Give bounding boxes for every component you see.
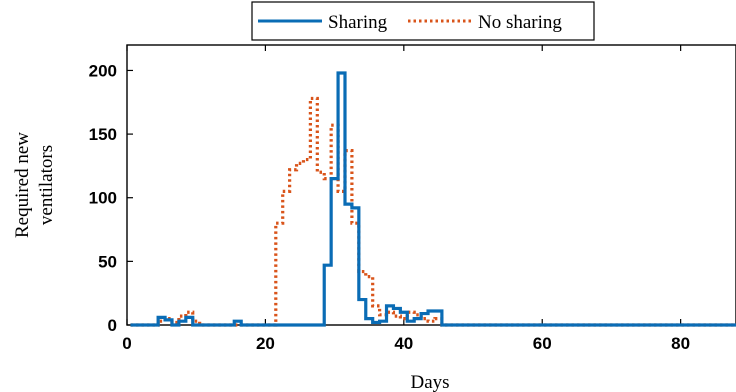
plot-area: 0 20 40 60 80 0 50 100 150 200	[89, 44, 736, 353]
axis-ticks	[126, 45, 682, 326]
x-tick-label: 20	[256, 334, 275, 353]
y-axis-label-line-2: ventilators	[36, 145, 57, 225]
legend: Sharing No sharing	[251, 1, 595, 41]
y-axis-label: Required new ventilators	[12, 132, 57, 238]
series-line-no-sharing	[130, 96, 736, 327]
series-line-sharing	[130, 71, 736, 327]
x-tick-label: 80	[671, 334, 690, 353]
y-tick-label: 0	[108, 316, 117, 335]
series-layer	[130, 71, 736, 327]
x-axis-label: Days	[410, 372, 449, 392]
x-tick-label: 0	[122, 334, 131, 353]
y-tick-label: 100	[89, 189, 117, 208]
x-tick-label: 40	[394, 334, 413, 353]
legend-label-no-sharing: No sharing	[478, 12, 562, 33]
axes-box	[126, 44, 736, 326]
legend-label-sharing: Sharing	[328, 12, 388, 33]
y-tick-label: 150	[89, 125, 117, 144]
y-tick-label: 50	[98, 252, 117, 271]
y-axis-label-line-1: Required new	[12, 132, 33, 238]
x-tick-label: 60	[533, 334, 552, 353]
y-tick-label: 200	[89, 61, 117, 80]
tick-labels: 0 20 40 60 80 0 50 100 150 200	[89, 61, 690, 353]
